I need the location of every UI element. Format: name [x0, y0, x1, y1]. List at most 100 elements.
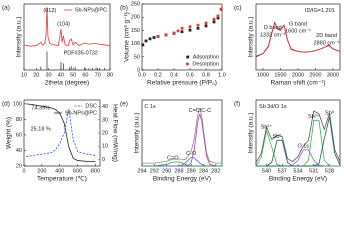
- peak-label: C=C/C-C: [189, 108, 211, 114]
- x-tick-label: 0.2: [154, 72, 162, 78]
- point: [188, 25, 192, 29]
- peak-label: C=O: [167, 155, 179, 161]
- annotation: C 1s: [144, 104, 156, 110]
- y-tick-label: 80: [16, 117, 22, 123]
- y2-tick-label: 0: [102, 157, 105, 163]
- point: [172, 31, 176, 35]
- y-tick-label: 200: [131, 15, 140, 21]
- y-tick-label: 50: [134, 54, 140, 60]
- point: [180, 26, 184, 30]
- point: [164, 33, 168, 37]
- x-tick-label: 2000: [292, 72, 304, 78]
- point: [180, 30, 184, 34]
- x-axis-label: Temperature (℃): [37, 176, 87, 183]
- x-tick-label: 1500: [274, 72, 286, 78]
- y-axis-label: Volume (cm³ g⁻¹): [124, 12, 131, 62]
- x-tick-label: 286: [187, 168, 196, 174]
- x-tick-label: 0.8: [202, 72, 210, 78]
- y-tick-label: 100: [131, 41, 140, 47]
- y2-tick-label: 10: [102, 144, 108, 150]
- legend-label: Desorption: [192, 61, 219, 67]
- x-axis-label: Raman shift (cm⁻¹): [270, 80, 325, 87]
- x-tick-label: 1.0: [218, 72, 226, 78]
- panel-label: (a): [2, 5, 10, 12]
- annotation: (012): [43, 8, 56, 14]
- page: 10 20 30 40 50 60 70 80 2theta (degree) Intensity…: [2, 1, 341, 183]
- point: [212, 20, 216, 24]
- x-tick-label: 528: [325, 168, 334, 174]
- series-line: [142, 113, 222, 167]
- series-line: [26, 109, 96, 158]
- peak-label: Sb³⁺: [308, 113, 320, 120]
- x-tick-label: 294: [137, 168, 146, 174]
- panel-label: (d): [2, 101, 10, 108]
- annotation: 1600 cm⁻¹: [285, 29, 311, 35]
- annotation: 1332 cm⁻¹: [260, 32, 286, 38]
- annotation: Sb 3d/O 1s: [259, 104, 287, 110]
- annotation: (104): [57, 21, 70, 27]
- y-axis-label: Intensity (a.u.): [16, 16, 23, 57]
- x-axis-label: 2theta (degree): [45, 80, 89, 87]
- panel-label: (e): [120, 101, 128, 108]
- annotation: PDF#35-0732: [64, 50, 98, 56]
- panel-label: (f): [234, 101, 240, 108]
- series-line: [256, 116, 341, 167]
- y-tick-label: 150: [131, 28, 140, 34]
- point: [196, 26, 200, 30]
- point: [204, 24, 208, 28]
- x-tick-label: 0.4: [170, 72, 178, 78]
- y-axis-label: Weight (%): [6, 117, 13, 149]
- point: [156, 34, 160, 38]
- x-tick-label: 70: [95, 72, 101, 78]
- plot-frame: [23, 3, 111, 71]
- x-tick-label: 200: [37, 168, 46, 174]
- series-line: [255, 22, 341, 57]
- peak-label: C-O: [186, 151, 197, 157]
- series-line: [142, 107, 222, 164]
- x-tick-label: 3000: [327, 72, 339, 78]
- x-tick-label: 537: [278, 168, 287, 174]
- annotation: G band: [289, 21, 307, 27]
- x-tick-label: 20: [33, 72, 39, 78]
- annotation: 2D band: [316, 33, 337, 39]
- y-axis-label: Intensity (a.u.): [248, 16, 255, 57]
- series-line: [255, 110, 341, 163]
- x-tick-label: 800: [91, 168, 100, 174]
- x-tick-label: 400: [55, 168, 64, 174]
- legend-label: Adsorption: [193, 54, 219, 60]
- x-tick-label: 288: [174, 168, 183, 174]
- point: [188, 28, 192, 32]
- x-axis-label: Binding Energy (eV): [269, 176, 327, 183]
- legend-label: DSC: [85, 103, 97, 109]
- point: [148, 37, 152, 41]
- y-tick-label: 20: [16, 163, 22, 169]
- y-axis-label: Intensity (a.u.): [248, 112, 255, 153]
- y-tick-label: 250: [131, 1, 140, 7]
- y-tick-label: 40: [16, 148, 22, 154]
- x-tick-label: 2500: [309, 72, 321, 78]
- y-tick-label: 0: [137, 67, 140, 73]
- point: [196, 23, 200, 27]
- series-line: [23, 7, 111, 47]
- x-tick-label: 0.0: [138, 72, 146, 78]
- point: [144, 39, 148, 43]
- x-axis-label: Binding Energy (eV): [153, 176, 211, 183]
- panel-label: (b): [120, 5, 128, 12]
- point: [219, 7, 223, 11]
- peak-label: Sb⁰: [273, 133, 283, 140]
- figure: 10 20 30 40 50 60 70 80 2theta (degree) Intensity…: [2, 1, 341, 183]
- legend-swatch: [186, 55, 190, 59]
- x-tick-label: 600: [73, 168, 82, 174]
- y2-tick-label: 20: [102, 130, 108, 136]
- x-tick-label: 0.6: [186, 72, 194, 78]
- point: [152, 36, 156, 39]
- x-tick-label: 534: [293, 168, 302, 174]
- y2-tick-label: 30: [102, 117, 108, 123]
- point: [216, 14, 220, 18]
- series-line: [26, 103, 96, 162]
- point: [216, 16, 220, 20]
- y-tick-label: 100: [13, 101, 22, 107]
- legend-label: Sb-NPs@PC: [65, 110, 97, 116]
- x-tick-label: 40: [58, 72, 64, 78]
- x-tick-label: 290: [162, 168, 171, 174]
